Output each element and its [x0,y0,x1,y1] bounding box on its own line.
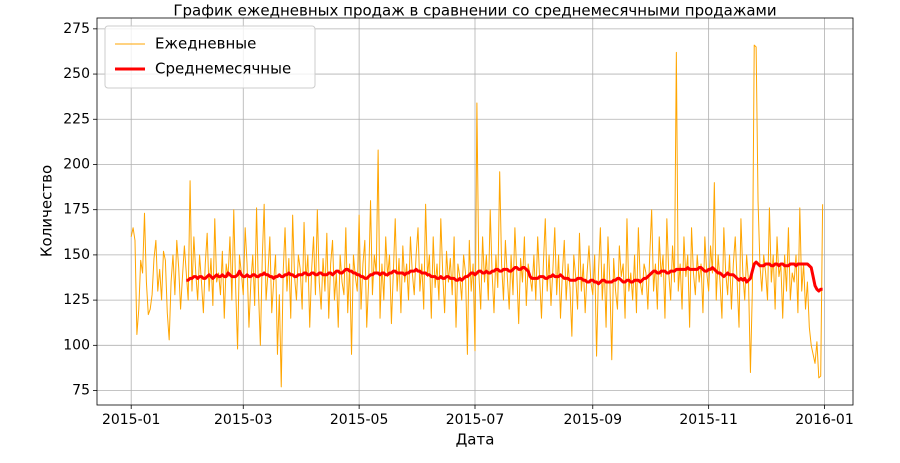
y-tick-label: 225 [63,111,90,127]
y-tick-label: 100 [63,337,90,353]
y-tick-label: 250 [63,66,90,82]
x-tick-label: 2015-01 [102,412,161,428]
y-tick-label: 125 [63,292,90,308]
chart-title: График ежедневных продаж в сравнении со … [173,2,776,20]
legend-label: Среднемесячные [155,60,291,78]
legend: Ежедневные Среднемесячные [104,25,316,89]
x-tick-label: 2015-09 [564,412,623,428]
y-axis-label: Количество [38,165,56,257]
legend-label: Ежедневные [155,35,256,53]
x-tick-label: 2015-11 [679,412,738,428]
legend-box [104,25,316,89]
y-tick-label: 200 [63,156,90,172]
x-tick-label: 2016-01 [795,412,854,428]
series-line [130,44,824,388]
plot-frame [96,17,854,406]
x-tick-label: 2015-05 [330,412,389,428]
x-tick-label: 2015-03 [214,412,273,428]
x-axis-label: Дата [456,431,495,449]
series-line [186,260,823,293]
x-tick-label: 2015-07 [446,412,505,428]
y-tick-label: 275 [63,21,90,37]
y-tick-label: 150 [63,247,90,263]
y-tick-label: 175 [63,202,90,218]
y-tick-label: 75 [72,383,90,399]
